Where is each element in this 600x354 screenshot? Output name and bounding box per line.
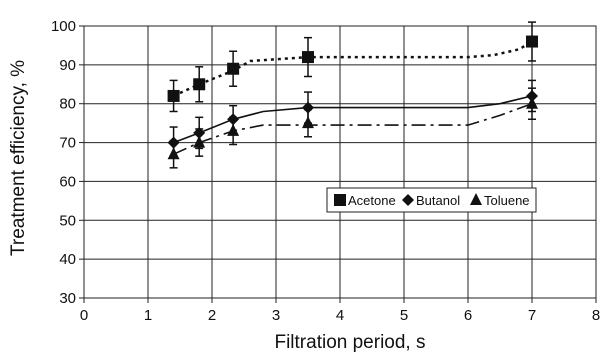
x-tick-label: 8: [592, 307, 600, 324]
acetone-point: [227, 62, 240, 75]
gridlines: [79, 25, 597, 303]
y-tick-label: 100: [51, 18, 76, 35]
x-axis-title: Filtration period, s: [274, 332, 425, 353]
toluene-point: [302, 116, 314, 129]
y-tick-label: 30: [59, 290, 76, 307]
acetone-point: [526, 35, 538, 48]
legend-label-acetone: Acetone: [348, 193, 396, 208]
y-tick-label: 90: [59, 57, 76, 74]
toluene-point: [167, 147, 180, 160]
legend-marker-acetone: [334, 194, 346, 206]
butanol-trend-line: [173, 95, 533, 144]
butanol-point: [302, 101, 314, 114]
x-tick-label: 2: [208, 307, 216, 324]
acetone-point: [302, 51, 314, 64]
toluene-point: [193, 135, 206, 148]
y-axis-title: Treatment efficiency, %: [8, 60, 29, 256]
x-tick-label: 1: [144, 307, 152, 324]
y-tick-label: 50: [59, 212, 76, 229]
legend: Acetone Butanol Toluene: [326, 187, 537, 213]
series-layer: [167, 21, 538, 169]
acetone-series: [167, 21, 538, 113]
x-tick-label: 0: [80, 307, 88, 324]
x-tick-label: 5: [400, 307, 408, 324]
x-tick-label: 3: [272, 307, 280, 324]
legend-label-toluene: Toluene: [484, 193, 530, 208]
acetone-point: [167, 89, 180, 102]
x-tick-label: 7: [528, 307, 536, 324]
y-tick-label: 40: [59, 251, 76, 268]
y-tick-label: 60: [59, 173, 76, 190]
legend-marker-butanol: [402, 194, 414, 206]
y-tick-label: 80: [59, 96, 76, 113]
legend-box: [326, 187, 537, 213]
toluene-point: [526, 96, 538, 109]
legend-label-butanol: Butanol: [416, 193, 460, 208]
y-tick-label: 70: [59, 135, 76, 152]
x-tick-label: 6: [464, 307, 472, 324]
tick-labels: 0 1 2 3 4 5 6 7 8 30 40 50 60 70 80 90 100: [51, 18, 600, 324]
legend-marker-toluene: [470, 193, 482, 205]
acetone-point: [193, 78, 206, 91]
butanol-series: [167, 79, 538, 159]
plot-area: [83, 25, 597, 299]
x-tick-label: 4: [336, 307, 344, 324]
toluene-point: [227, 123, 240, 136]
toluene-trend-line: [173, 102, 533, 155]
toluene-series: [167, 87, 538, 169]
